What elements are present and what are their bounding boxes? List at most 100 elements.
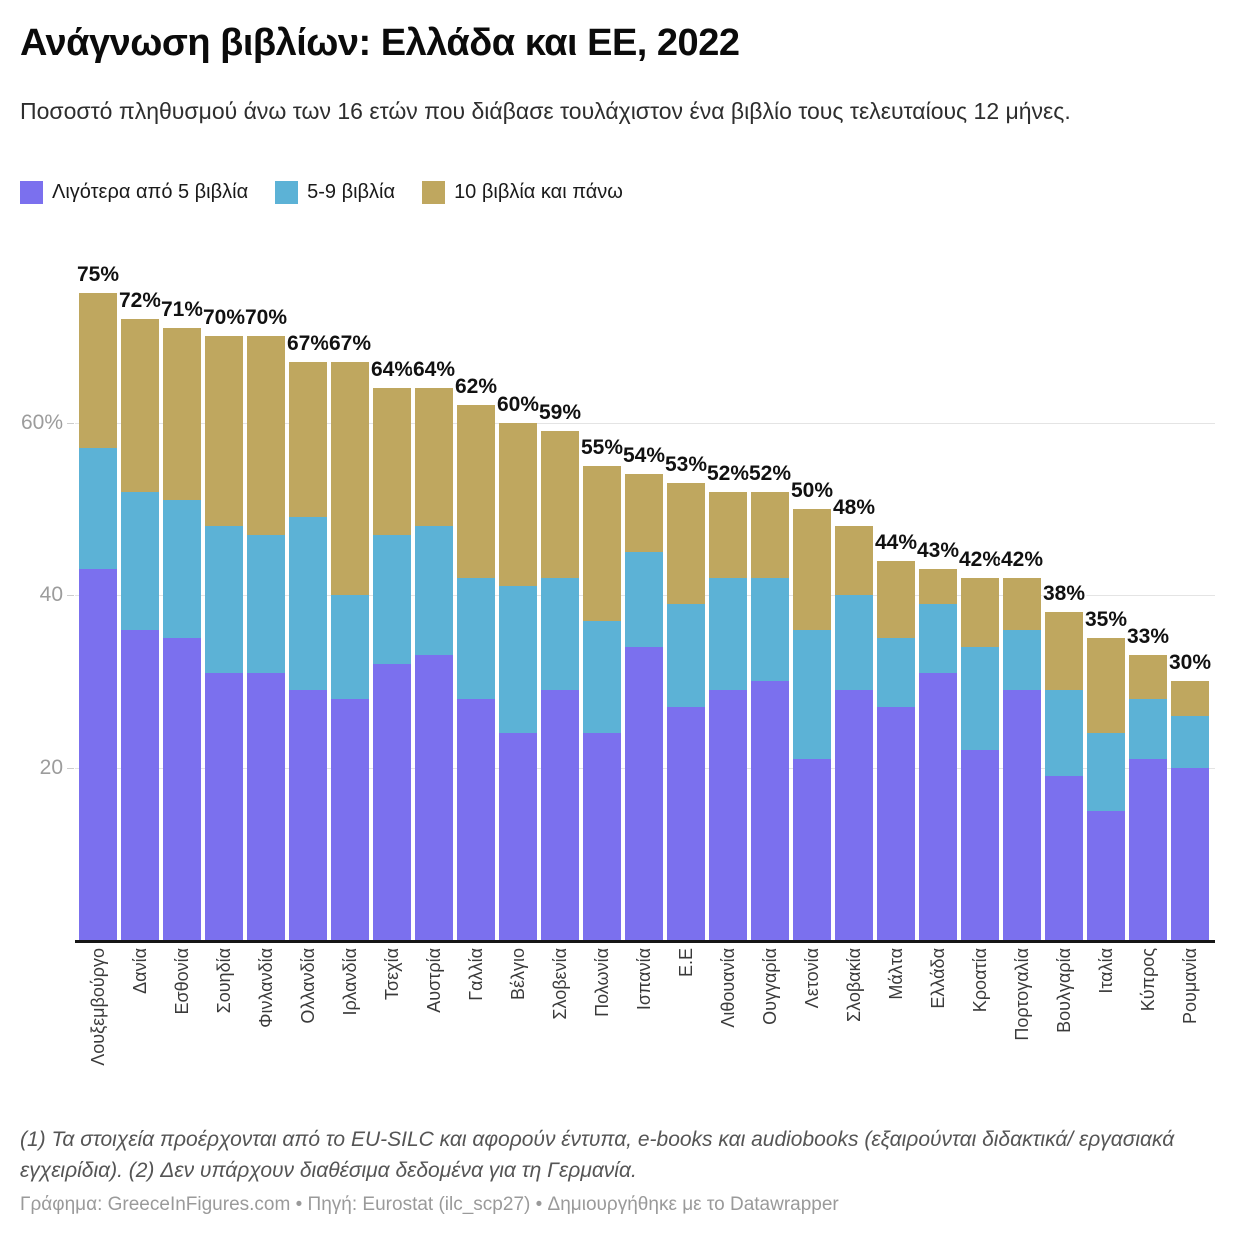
bar-segment[interactable] [289, 689, 327, 940]
bar-segment[interactable] [1129, 655, 1167, 699]
x-axis-label-text: Λετονία [801, 948, 822, 1009]
x-axis-label-text: Τσεχία [381, 948, 402, 1001]
bar-segment[interactable] [541, 577, 579, 690]
bar-segment[interactable] [709, 689, 747, 940]
bar-segment[interactable] [1045, 776, 1083, 940]
bar-segment[interactable] [457, 405, 495, 578]
bar-segment[interactable] [163, 638, 201, 940]
bar-segment[interactable] [79, 448, 117, 570]
bar-segment[interactable] [961, 577, 999, 647]
x-axis-label: Πολωνία [583, 948, 621, 1017]
bar-segment[interactable] [877, 560, 915, 639]
bar-segment[interactable] [1087, 733, 1125, 811]
bar-segment[interactable] [667, 707, 705, 940]
bar-segment[interactable] [751, 681, 789, 940]
bar-segment[interactable] [1045, 612, 1083, 690]
bar-segment[interactable] [919, 603, 957, 673]
bar-segment[interactable] [331, 595, 369, 699]
bar-segment[interactable] [373, 388, 411, 535]
bar-segment[interactable] [121, 491, 159, 630]
bar-segment[interactable] [919, 672, 957, 940]
bar-segment[interactable] [499, 586, 537, 733]
bar-segment[interactable] [247, 534, 285, 673]
bar-segment[interactable] [457, 577, 495, 699]
bar-segment[interactable] [289, 517, 327, 690]
bar-segment[interactable] [877, 638, 915, 708]
bar-segment[interactable] [415, 655, 453, 940]
bar-segment[interactable] [1087, 638, 1125, 733]
bar-segment[interactable] [625, 646, 663, 940]
bar-segment[interactable] [499, 422, 537, 587]
bar-segment[interactable] [793, 629, 831, 759]
bar-segment[interactable] [373, 664, 411, 940]
bar-segment[interactable] [877, 707, 915, 940]
x-axis-label: Λιθουανία [709, 948, 747, 1028]
bar-segment[interactable] [163, 327, 201, 501]
bar-segment[interactable] [961, 750, 999, 940]
bar-segment[interactable] [1003, 577, 1041, 630]
bar-segment[interactable] [667, 482, 705, 604]
bar-segment[interactable] [1087, 810, 1125, 940]
x-axis-label: Ισπανία [625, 948, 663, 1010]
bar-segment[interactable] [373, 534, 411, 664]
bar-segment[interactable] [919, 569, 957, 604]
bar-segment[interactable] [205, 336, 243, 526]
bar-segment[interactable] [541, 689, 579, 940]
bar-segment[interactable] [331, 362, 369, 595]
x-axis-label: Γαλλία [457, 948, 495, 1001]
bar-segment[interactable] [499, 733, 537, 940]
x-axis-label-text: Κύπρος [1137, 948, 1158, 1012]
bar-column: 33% [1127, 250, 1169, 940]
bar-segment[interactable] [751, 491, 789, 578]
bar-segment[interactable] [121, 319, 159, 492]
bar-segment[interactable] [1129, 758, 1167, 940]
x-axis-label-text: Σουηδία [213, 948, 234, 1014]
bar-segment[interactable] [121, 629, 159, 940]
bar-segment[interactable] [79, 569, 117, 940]
bar-segment[interactable] [1129, 698, 1167, 759]
bar-segment[interactable] [247, 672, 285, 940]
bar-segment[interactable] [835, 595, 873, 690]
bar-segment[interactable] [625, 551, 663, 647]
bar-segment[interactable] [415, 388, 453, 526]
bar-segment[interactable] [835, 526, 873, 595]
bar-segment[interactable] [205, 526, 243, 673]
bar-segment[interactable] [709, 577, 747, 690]
bar-segment[interactable] [583, 733, 621, 940]
bar-segment[interactable] [1003, 689, 1041, 940]
bar-column: 54% [623, 250, 665, 940]
x-axis-label-text: Ουγγαρία [759, 948, 780, 1025]
bar-segment[interactable] [163, 500, 201, 639]
plot-area: 75% 72% 71% 70% 70% 67% 67% 64% 64% 62% 60% 59% 55% 5… [75, 250, 1215, 943]
bar-segment[interactable] [205, 672, 243, 940]
bar-segment[interactable] [793, 508, 831, 630]
bar-segment[interactable] [247, 336, 285, 535]
bar-segment[interactable] [1171, 767, 1209, 940]
bar-segment[interactable] [457, 698, 495, 940]
bar-total-label: 64% [412, 358, 456, 381]
bar-total-label: 67% [286, 332, 330, 356]
bar-segment[interactable] [1045, 689, 1083, 777]
bar-segment[interactable] [583, 465, 621, 621]
bar-column: 67% [286, 250, 330, 940]
bar-segment[interactable] [793, 758, 831, 940]
bar-segment[interactable] [1003, 629, 1041, 690]
bar-segment[interactable] [961, 646, 999, 751]
bar-segment[interactable] [541, 431, 579, 578]
x-axis-label: Σλοβακία [835, 948, 873, 1022]
bar-segment[interactable] [289, 362, 327, 518]
bar-total-label: 52% [706, 461, 750, 485]
bar-total-label: 52% [748, 461, 792, 485]
x-axis-label-text: Ολλανδία [297, 948, 318, 1024]
bar-segment[interactable] [625, 474, 663, 552]
bar-segment[interactable] [583, 620, 621, 733]
bar-segment[interactable] [79, 293, 117, 449]
bar-segment[interactable] [331, 698, 369, 940]
bar-segment[interactable] [835, 689, 873, 940]
bar-segment[interactable] [1171, 715, 1209, 768]
bar-segment[interactable] [667, 603, 705, 708]
bar-segment[interactable] [751, 577, 789, 682]
bar-segment[interactable] [709, 491, 747, 578]
bar-segment[interactable] [415, 526, 453, 656]
bar-segment[interactable] [1171, 681, 1209, 716]
